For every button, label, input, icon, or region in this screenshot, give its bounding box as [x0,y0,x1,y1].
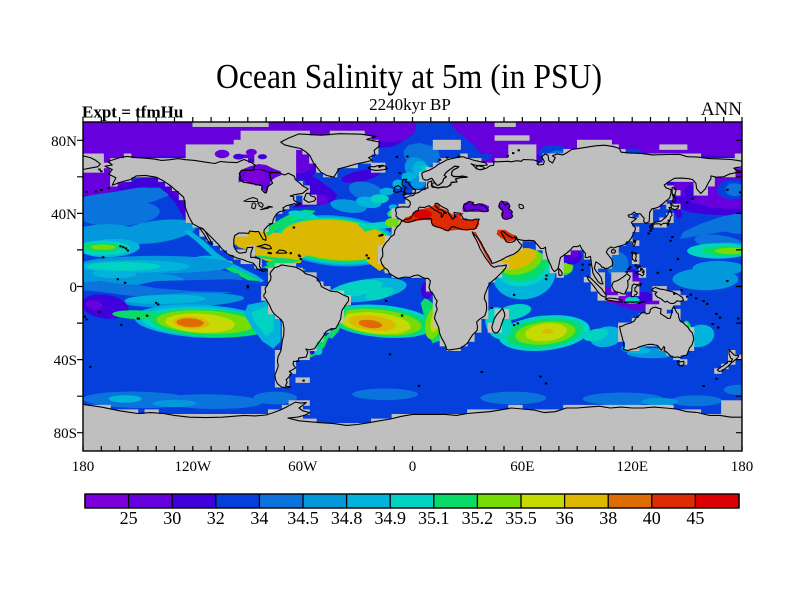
svg-text:0: 0 [70,280,78,296]
svg-text:35.5: 35.5 [505,508,537,528]
svg-text:40: 40 [643,508,661,528]
svg-text:35.1: 35.1 [418,508,450,528]
svg-text:40S: 40S [54,353,77,369]
svg-text:36: 36 [556,508,574,528]
svg-text:34.5: 34.5 [287,508,319,528]
svg-text:120E: 120E [616,459,648,475]
svg-text:0: 0 [409,459,417,475]
svg-text:120W: 120W [174,459,212,475]
svg-text:34.9: 34.9 [374,508,406,528]
svg-text:34: 34 [250,508,268,528]
svg-text:25: 25 [120,508,138,528]
svg-text:45: 45 [686,508,704,528]
svg-text:180: 180 [731,459,754,475]
svg-text:40N: 40N [51,207,77,223]
svg-text:34.8: 34.8 [331,508,363,528]
svg-text:2240kyr BP: 2240kyr BP [369,95,451,114]
svg-text:Ocean Salinity at 5m (in PSU): Ocean Salinity at 5m (in PSU) [216,57,602,96]
svg-text:32: 32 [207,508,225,528]
svg-text:35.2: 35.2 [462,508,494,528]
svg-text:80N: 80N [51,134,77,150]
svg-text:Expt = tfmHu: Expt = tfmHu [82,103,183,122]
svg-text:80S: 80S [54,426,77,442]
svg-text:60E: 60E [510,459,534,475]
svg-text:38: 38 [599,508,617,528]
svg-text:ANN: ANN [701,99,742,120]
svg-text:180: 180 [72,459,95,475]
svg-text:60W: 60W [288,459,318,475]
svg-text:30: 30 [163,508,181,528]
